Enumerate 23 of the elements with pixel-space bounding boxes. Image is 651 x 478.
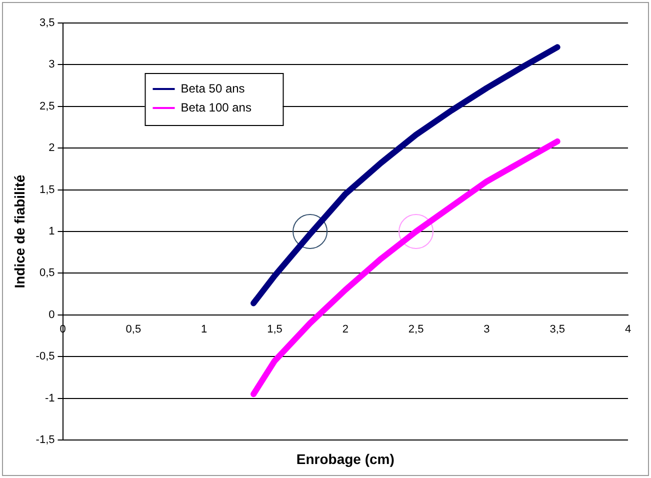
- x-axis-title: Enrobage (cm): [296, 450, 394, 467]
- y-tick-label: 1: [48, 226, 55, 238]
- y-tick-label: 0: [48, 308, 55, 321]
- y-tick-label: -0,5: [36, 350, 55, 363]
- legend-label: Beta 100 ans: [180, 100, 252, 114]
- x-tick-label: 0,5: [126, 324, 142, 336]
- y-tick-label: 3: [48, 58, 55, 71]
- x-tick-label: 2,5: [408, 324, 424, 336]
- y-tick-label: -1,5: [36, 434, 55, 446]
- y-tick-label: 0,5: [39, 267, 55, 280]
- y-tick-label: 2: [48, 142, 55, 154]
- x-tick-label: 3: [484, 324, 490, 336]
- x-tick-label: 2: [342, 324, 348, 336]
- y-tick-label: 1,5: [39, 184, 55, 196]
- x-tick-label: 1: [201, 324, 208, 336]
- x-tick-label: 3,5: [550, 324, 565, 336]
- y-tick-label: -1: [44, 392, 55, 404]
- x-tick-label: 4: [624, 324, 632, 336]
- y-tick-label: 2,5: [39, 100, 55, 112]
- x-tick-label: 1,5: [267, 324, 282, 336]
- legend-label: Beta 50 ans: [180, 81, 245, 96]
- y-tick-label: 3,5: [39, 17, 55, 30]
- y-axis-title: Indice de fiabilité: [11, 174, 28, 288]
